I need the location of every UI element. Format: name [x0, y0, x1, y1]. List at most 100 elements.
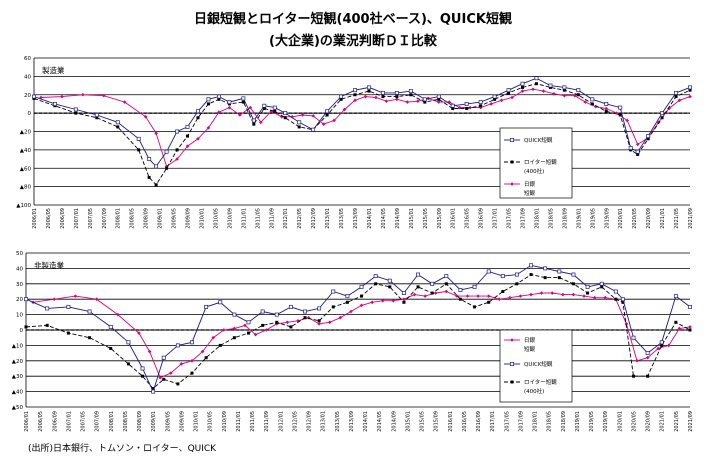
x-tick-label: 2018/05	[547, 411, 553, 432]
data-point-quick	[534, 76, 539, 81]
x-tick-label: 2008/05	[130, 208, 136, 229]
data-point-tankan	[52, 297, 57, 301]
data-point-quick	[529, 263, 534, 268]
x-tick-label: 2019/09	[604, 208, 610, 229]
data-point-quick	[628, 146, 633, 150]
data-point-quick	[339, 94, 344, 99]
data-point-tankan	[603, 295, 608, 300]
data-point-quick	[548, 83, 553, 88]
x-tick-label: 2013/05	[335, 411, 341, 432]
legend-label: 日銀	[524, 180, 536, 188]
x-tick-label: 2015/05	[423, 208, 429, 229]
data-point-tankan	[147, 349, 152, 354]
data-point-quick	[492, 94, 497, 99]
data-point-quick	[618, 105, 623, 110]
data-point-reuters	[674, 95, 678, 99]
data-point-tankan	[332, 118, 336, 123]
data-point-reuters	[252, 122, 256, 126]
data-point-quick	[317, 306, 322, 311]
data-point-quick	[108, 324, 113, 329]
data-point-tankan	[412, 292, 417, 297]
data-point-quick	[311, 127, 316, 132]
data-point-reuters	[116, 125, 120, 129]
data-point-reuters	[465, 107, 469, 111]
x-tick-label: 2010/05	[208, 411, 214, 432]
x-tick-label: 2012/01	[278, 411, 284, 432]
data-point-quick	[674, 90, 678, 95]
data-point-tankan	[359, 303, 364, 308]
x-tick-label: 2019/09	[603, 411, 609, 432]
x-tick-label: 2020/05	[632, 208, 638, 229]
data-point-quick	[262, 103, 267, 108]
x-tick-label: 2006/05	[38, 411, 44, 432]
data-point-quick	[688, 85, 692, 90]
data-point-reuters	[381, 95, 385, 99]
data-point-reuters	[618, 113, 622, 117]
data-point-quick	[204, 304, 209, 309]
data-point-tankan	[416, 99, 420, 103]
data-point-quick	[288, 304, 293, 309]
data-point-tankan	[552, 92, 556, 96]
data-point-reuters	[444, 282, 448, 286]
data-point-tankan	[573, 93, 577, 98]
data-point-tankan	[73, 294, 78, 298]
data-point-tankan	[395, 97, 399, 102]
data-point-quick	[260, 309, 265, 314]
data-point-tankan	[384, 99, 389, 103]
data-point-tankan	[531, 87, 535, 92]
x-tick-label: 2007/09	[95, 411, 101, 432]
x-tick-label: 2015/05	[420, 411, 426, 432]
data-point-tankan	[604, 106, 609, 111]
series-quick	[32, 76, 692, 169]
x-tick-label: 2016/01	[448, 411, 454, 432]
data-point-tankan	[300, 113, 305, 117]
x-tick-label: 2011/05	[255, 208, 261, 229]
legend-marker-quick	[510, 362, 514, 366]
legend-label: QUICK短観	[524, 136, 553, 144]
data-point-tankan	[158, 375, 163, 380]
data-point-tankan	[583, 100, 588, 104]
data-point-reuters	[241, 100, 245, 104]
series-tankan	[31, 289, 692, 380]
x-tick-label: 2009/05	[172, 208, 178, 229]
x-tick-label: 2013/09	[349, 411, 355, 432]
data-point-quick	[458, 288, 463, 292]
data-point-reuters	[206, 102, 210, 106]
legend-label: ロイター短観	[524, 158, 557, 166]
data-point-tankan	[550, 291, 555, 295]
data-point-reuters	[273, 109, 277, 113]
data-point-reuters	[262, 107, 266, 111]
data-point-tankan	[562, 93, 567, 98]
x-tick-label: 2021/09	[688, 411, 694, 432]
data-point-reuters	[430, 291, 434, 295]
data-point-reuters	[141, 374, 145, 378]
legend-label: QUICK短観	[524, 360, 553, 368]
data-point-reuters	[109, 346, 113, 350]
data-point-quick	[87, 309, 92, 314]
data-point-quick	[115, 120, 120, 125]
x-tick-label: 2007/05	[88, 208, 94, 229]
x-tick-label: 2015/09	[437, 208, 443, 229]
x-tick-label: 2006/01	[24, 411, 30, 432]
data-point-reuters	[586, 291, 590, 295]
data-point-quick	[161, 355, 166, 360]
data-point-quick	[562, 85, 567, 90]
y-tick-label: ▲10	[12, 343, 24, 349]
data-point-tankan	[232, 326, 237, 331]
data-point-reuters	[451, 107, 455, 111]
data-point-tankan	[137, 331, 141, 335]
data-point-reuters	[165, 166, 169, 170]
data-point-quick	[283, 111, 288, 116]
data-point-tankan	[227, 105, 232, 110]
data-point-tankan	[656, 346, 661, 351]
x-tick-label: 2019/01	[575, 411, 581, 432]
data-point-tankan	[353, 98, 357, 103]
y-tick-label: ▲20	[20, 130, 32, 136]
data-point-reuters	[576, 93, 580, 97]
x-tick-label: 2010/09	[222, 411, 228, 432]
data-point-quick	[196, 109, 200, 114]
data-point-quick	[66, 304, 71, 309]
